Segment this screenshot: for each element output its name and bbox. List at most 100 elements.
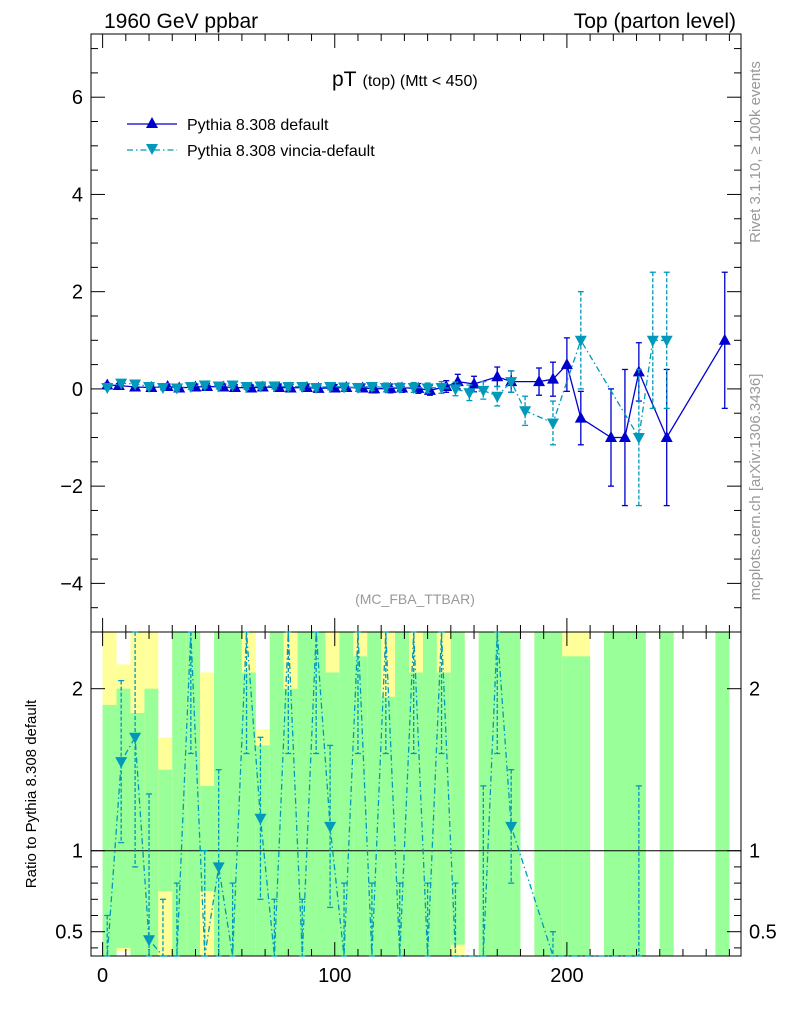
ratio-tick-label-right: 1 <box>749 841 760 863</box>
plot-title-sub: (top) (Mtt < 450) <box>363 73 478 90</box>
vincia-point <box>379 382 392 394</box>
vincia-point <box>129 379 142 391</box>
ratio-band-layer <box>102 632 730 956</box>
vincia-point <box>268 381 281 393</box>
ratio-band-green <box>436 672 451 956</box>
ratio-band-green <box>297 632 312 956</box>
vincia-point <box>184 381 197 393</box>
vincia-point <box>449 384 462 396</box>
legend-label-vincia: Pythia 8.308 vincia-default <box>187 143 375 160</box>
legend-marker-default <box>146 117 158 128</box>
ratio-vincia-point <box>324 821 337 833</box>
ratio-vincia-point <box>115 757 128 769</box>
ratio-band-green <box>144 688 159 956</box>
ratio-band-green <box>381 696 396 956</box>
default-point <box>605 431 617 443</box>
series-layer <box>101 271 731 957</box>
ratio-tick-label: 1 <box>72 841 83 863</box>
ratio-vincia-series <box>104 631 642 957</box>
ratio-band-green <box>186 632 201 956</box>
ratio-band-green <box>409 672 423 956</box>
vincia-point <box>505 377 518 389</box>
ratio-band-green <box>395 632 410 956</box>
main-plot-axes: −4 −2 0 2 4 6 <box>60 33 742 633</box>
default-point <box>660 431 673 443</box>
default-point <box>468 377 481 389</box>
ratio-vincia-point <box>505 821 518 833</box>
vincia-point <box>365 381 378 393</box>
ratio-tick-label: 0.5 <box>55 922 83 944</box>
ratio-band-green <box>158 769 173 892</box>
vincia-point <box>519 406 532 418</box>
vincia-point <box>156 382 169 394</box>
default-point <box>533 375 546 387</box>
vincia-point <box>240 381 253 393</box>
ratio-band-green <box>478 632 493 956</box>
ratio-band-green <box>130 713 145 956</box>
vincia-point <box>646 335 659 347</box>
ratio-band-green <box>269 632 284 956</box>
ratio-vincia-point <box>129 732 142 744</box>
rivet-label: Rivet 3.1.10, ≥ 100k events <box>747 61 764 243</box>
plot-title-main: pT <box>332 68 357 91</box>
analysis-watermark: (MC_FBA_TTBAR) <box>355 591 475 607</box>
ratio-tick-label-right: 0.5 <box>749 922 777 944</box>
vincia-point <box>143 381 156 393</box>
y-tick-label: 0 <box>72 379 83 401</box>
header-right: Top (parton level) <box>574 10 736 33</box>
legend: Pythia 8.308 default Pythia 8.308 vincia… <box>127 117 375 160</box>
vincia-point <box>226 380 239 392</box>
x-tick-label: 100 <box>318 965 351 987</box>
ratio-band-green <box>450 632 465 945</box>
header-left: 1960 GeV ppbar <box>104 10 258 33</box>
vincia-point <box>421 383 434 395</box>
y-tick-label: −4 <box>60 573 83 595</box>
ratio-vincia-point <box>212 862 225 874</box>
default-point <box>546 372 559 384</box>
ratio-band-green <box>339 632 354 956</box>
vincia-point <box>282 381 295 393</box>
plot-title: pT (top) (Mtt < 450) <box>332 68 478 91</box>
vincia-point <box>546 418 559 430</box>
ratio-vincia-point <box>254 813 267 825</box>
legend-label-default: Pythia 8.308 default <box>187 117 329 134</box>
ratio-band-green <box>102 704 117 956</box>
default-point <box>491 370 504 382</box>
y-tick-label: 4 <box>72 184 83 206</box>
vincia-point <box>254 381 267 393</box>
ratio-band-green <box>506 632 521 956</box>
x-tick-label: 0 <box>97 965 108 987</box>
vincia-point <box>351 382 364 394</box>
vincia-point <box>574 335 587 347</box>
default-point <box>618 431 631 443</box>
y-tick-label: −2 <box>60 476 83 498</box>
vincia-point <box>491 391 504 403</box>
ratio-band-green <box>172 632 187 956</box>
ratio-vincia-point <box>143 935 156 947</box>
default-point <box>718 333 731 345</box>
y-tick-label: 6 <box>72 87 83 109</box>
vincia-point <box>463 388 476 400</box>
ratio-band-green <box>715 632 730 956</box>
vincia-point <box>477 385 490 397</box>
vincia-point <box>101 382 114 394</box>
ratio-band-green <box>604 632 618 956</box>
ratio-band-green <box>367 632 382 956</box>
ratio-band-green <box>534 632 563 956</box>
ratio-band-green <box>659 632 674 956</box>
ratio-band-green <box>283 688 298 956</box>
default-point <box>574 411 587 423</box>
vincia-series <box>101 271 673 507</box>
vincia-point <box>310 382 323 394</box>
vincia-point <box>324 381 337 393</box>
vincia-point <box>660 335 673 347</box>
vincia-point <box>170 383 183 395</box>
ratio-band-green <box>227 632 242 956</box>
ratio-band-green <box>200 785 215 892</box>
vincia-point <box>435 382 448 394</box>
ratio-tick-label-right: 2 <box>749 679 760 701</box>
ratio-band-green <box>422 632 437 956</box>
default-point <box>560 358 573 370</box>
ratio-plot-axes: 0 100 200 0.5 0.5 1 1 2 2 <box>55 631 777 987</box>
